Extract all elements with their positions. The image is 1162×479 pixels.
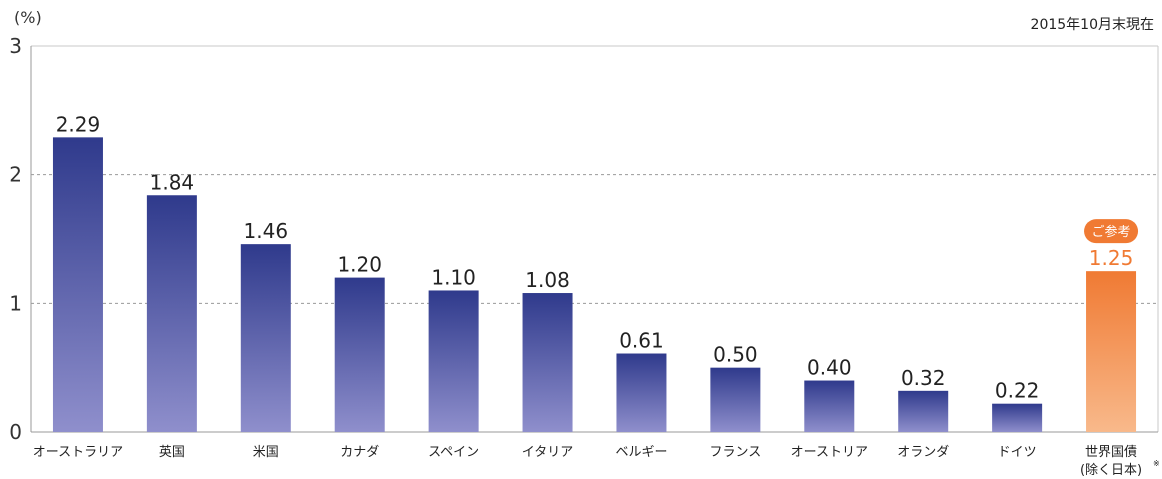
reference-badge: [1084, 219, 1139, 244]
reference-badge-label: ご参考: [1092, 224, 1131, 240]
data-label: 0.61: [619, 329, 664, 353]
bar: [616, 353, 667, 432]
data-label: 1.25: [1089, 246, 1134, 270]
bar: [804, 380, 855, 432]
category-label: フランス: [710, 445, 762, 460]
bar: [52, 137, 103, 432]
data-label: 1.20: [337, 253, 382, 277]
footnote-mark: ※: [1153, 459, 1160, 468]
y-tick-label: 2: [9, 163, 22, 187]
data-label: 1.46: [244, 219, 289, 243]
bar: [334, 277, 385, 432]
category-label: 米国: [253, 445, 279, 460]
data-label: 1.10: [431, 265, 476, 289]
bar: [146, 195, 197, 432]
y-tick-label: 3: [9, 34, 22, 58]
bar: [992, 403, 1043, 432]
category-label: カナダ: [340, 445, 379, 460]
bar: [428, 290, 479, 432]
data-label: 2.29: [56, 112, 101, 136]
category-label: ベルギー: [615, 445, 667, 460]
reference-bar: [1086, 271, 1137, 432]
category-sublabel: (除く日本): [1080, 463, 1142, 478]
data-label: 0.22: [995, 379, 1040, 403]
category-label: オーストラリア: [33, 445, 123, 460]
category-label: イタリア: [522, 445, 573, 460]
category-label: ドイツ: [998, 445, 1037, 460]
data-label: 0.40: [807, 356, 852, 380]
data-label: 1.84: [150, 170, 195, 194]
y-tick-label: 0: [9, 420, 22, 444]
bar: [522, 293, 573, 432]
bar: [240, 244, 291, 432]
data-label: 0.32: [901, 366, 946, 390]
bar: [710, 367, 761, 432]
category-label: 英国: [159, 445, 185, 460]
category-label: オーストリア: [791, 445, 868, 460]
y-axis-unit-label: (%): [14, 8, 42, 27]
category-label: スペイン: [428, 445, 479, 460]
y-tick-label: 1: [9, 291, 22, 315]
date-note: 2015年10月末現在: [1030, 17, 1154, 33]
bar: [898, 390, 949, 432]
category-label: 世界国債: [1085, 445, 1137, 460]
category-label: オランダ: [897, 445, 949, 460]
data-label: 1.08: [525, 268, 570, 292]
data-label: 0.50: [713, 343, 758, 367]
